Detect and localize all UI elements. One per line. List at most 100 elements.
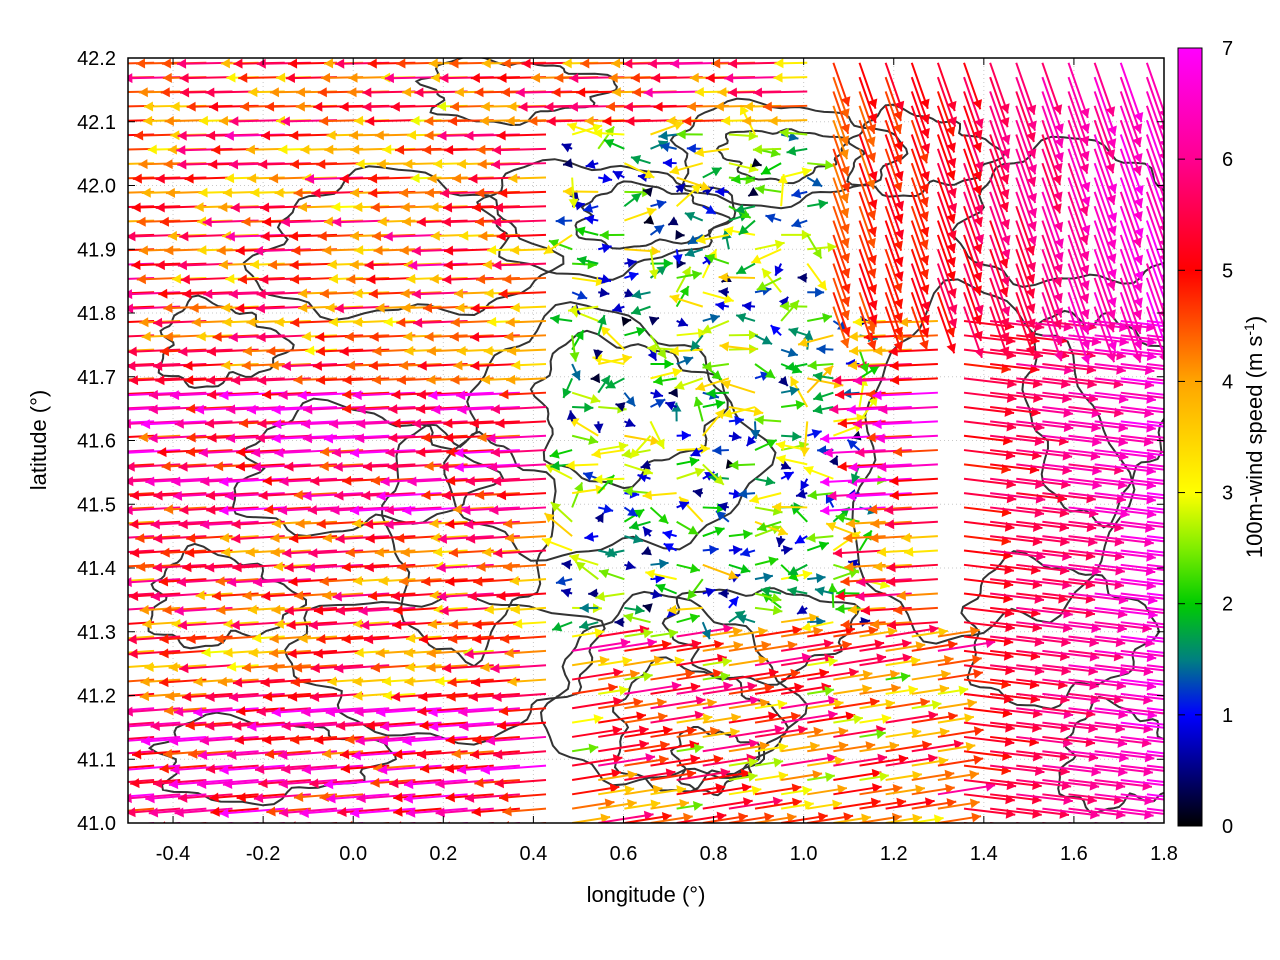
wind-vector-shaft: [1042, 377, 1097, 386]
wind-vector-head: [144, 662, 154, 673]
wind-vector-shaft: [1068, 363, 1126, 372]
wind-vector-head: [999, 286, 1009, 297]
wind-vector: [797, 334, 834, 348]
wind-vector-head: [653, 655, 664, 666]
wind-vector-head: [623, 486, 633, 497]
wind-vector-head: [1159, 327, 1164, 334]
wind-vector: [571, 290, 588, 300]
wind-vector-shaft: [728, 727, 785, 738]
wind-vector-head: [915, 641, 926, 651]
wind-vector-head: [118, 662, 127, 672]
wind-vector-shaft: [1068, 621, 1127, 631]
wind-vector-head: [674, 656, 685, 667]
wind-vector-head: [271, 707, 281, 718]
wind-vector: [390, 691, 442, 702]
wind-vector: [298, 633, 338, 644]
wind-vector: [728, 563, 751, 574]
wind-vector-head: [470, 303, 480, 314]
wind-vector-head: [411, 418, 422, 429]
wind-vector-head: [920, 697, 930, 708]
wind-vector-head: [852, 375, 863, 386]
wind-vector: [718, 272, 756, 283]
wind-vector-shaft: [377, 764, 442, 772]
wind-vector: [846, 491, 912, 502]
wind-vector-head: [732, 488, 743, 499]
wind-vector: [801, 621, 834, 632]
wind-vector-head: [722, 657, 732, 667]
wind-vector-shaft: [128, 578, 155, 582]
wind-vector-shaft: [1146, 506, 1164, 511]
wind-vector-head: [779, 301, 789, 312]
wind-vector-head: [1079, 293, 1090, 304]
wind-vector-head: [713, 474, 724, 485]
wind-vector-head: [251, 447, 261, 458]
wind-vector-shaft: [1094, 477, 1156, 488]
wind-vector: [702, 797, 753, 810]
wind-vector-head: [353, 618, 363, 629]
wind-vector-head: [709, 544, 719, 555]
wind-vector-head: [548, 239, 560, 249]
wind-vector: [1094, 363, 1155, 376]
wind-vector-shaft: [1016, 477, 1071, 487]
wind-vector-head: [396, 317, 406, 328]
wind-vector-head: [876, 653, 887, 664]
wind-vector-head: [1202, 509, 1212, 519]
wind-vector: [1041, 306, 1064, 362]
wind-vector-head: [417, 706, 427, 717]
wind-vector: [788, 327, 808, 337]
wind-vector: [728, 655, 769, 667]
wind-vector-shaft: [1068, 807, 1126, 817]
contour-line: [715, 128, 850, 185]
wind-vector: [650, 785, 687, 796]
wind-vector-head: [399, 245, 409, 256]
wind-vector: [1042, 649, 1100, 662]
wind-vector: [1120, 434, 1164, 442]
wind-vector: [1067, 306, 1091, 365]
wind-vector-head: [731, 431, 742, 442]
wind-vector: [797, 272, 808, 283]
wind-vector: [360, 620, 416, 631]
wind-vector: [1146, 406, 1164, 411]
wind-vector-head: [770, 325, 781, 336]
wind-vector: [624, 560, 636, 571]
wind-vector: [624, 326, 647, 337]
wind-vector-head: [115, 518, 124, 528]
wind-vector-head: [848, 331, 858, 342]
wind-vector-head: [550, 314, 560, 325]
wind-vector: [497, 720, 547, 731]
wind-vector-head: [316, 518, 326, 529]
wind-vector: [754, 363, 776, 379]
wind-vector-head: [217, 676, 228, 687]
wind-vector-head: [352, 575, 363, 586]
wind-vector-shaft: [148, 406, 207, 411]
wind-vector-shaft: [1093, 277, 1115, 333]
wind-vector-head: [159, 634, 169, 644]
wind-vector-head: [725, 459, 736, 469]
wind-vector-head: [820, 476, 830, 487]
wind-vector-head: [279, 476, 289, 487]
wind-vector-head: [215, 576, 225, 587]
wind-vector-shaft: [1067, 248, 1089, 304]
wind-vector-head: [138, 245, 149, 256]
wind-vector-shaft: [1146, 750, 1164, 755]
wind-vector-head: [178, 461, 188, 472]
wind-vector: [353, 317, 390, 328]
wind-vector-head: [107, 461, 116, 471]
wind-vector-shaft: [459, 721, 520, 728]
wind-vector: [128, 650, 129, 652]
wind-vector-head: [86, 720, 95, 730]
wind-vector: [855, 447, 912, 458]
wind-vector: [1094, 721, 1153, 734]
wind-vector: [254, 764, 311, 775]
wind-vector: [321, 748, 364, 759]
wind-vector-head: [370, 777, 380, 788]
wind-vector-head: [165, 691, 175, 702]
contour-line: [381, 423, 557, 668]
wind-vector: [728, 431, 742, 442]
wind-vector: [859, 741, 900, 753]
wind-vector: [859, 771, 889, 782]
wind-vector-head: [555, 576, 566, 586]
wind-vector-head: [193, 676, 203, 687]
wind-vector-shaft: [194, 406, 259, 412]
wind-vector-head: [356, 404, 366, 415]
